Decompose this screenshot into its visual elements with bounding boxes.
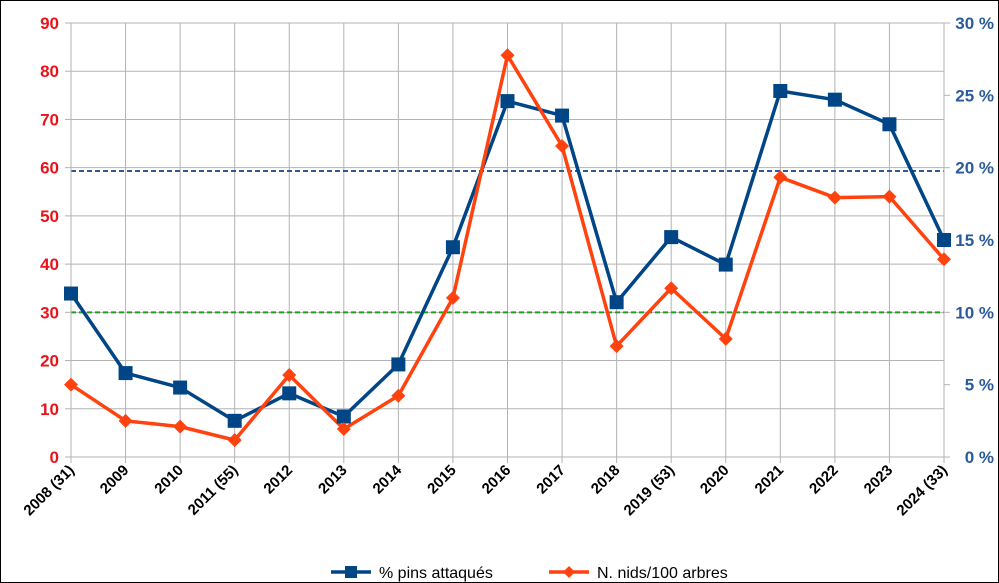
series-point-0 [937, 233, 951, 247]
series-point-0 [609, 295, 624, 310]
left-tick-label: 50 [40, 207, 59, 226]
x-tick-label: 2022 [806, 462, 842, 498]
series-point-1 [445, 290, 460, 305]
series-point-1 [664, 281, 679, 296]
series-point-0 [391, 357, 406, 372]
right-tick-label: 20 % [955, 159, 994, 178]
right-tick-label: 30 % [955, 14, 994, 33]
series-point-0 [718, 257, 733, 272]
series-point-0 [555, 108, 570, 123]
legend-swatch-marker-0 [345, 566, 357, 578]
left-tick-label: 90 [40, 14, 59, 33]
x-tick-label: 2014 [370, 461, 406, 497]
left-axis-ticks: 0 10 20 30 40 50 60 70 80 90 [40, 14, 71, 467]
left-tick-label: 0 [50, 448, 59, 467]
series-group [64, 48, 951, 448]
x-tick-label: 2012 [260, 462, 296, 498]
x-tick-label: 2018 [588, 462, 624, 498]
legend-label-1: N. nids/100 arbres [597, 565, 728, 582]
series-point-1 [118, 413, 133, 428]
right-axis-ticks: 0 % 5 % 10 % 15 % 20 % 25 % 30 % [944, 14, 994, 467]
series-point-1 [937, 252, 951, 267]
right-tick-label: 25 % [955, 86, 994, 105]
x-tick-label: 2009 [97, 462, 133, 498]
series-point-1 [64, 377, 78, 392]
right-tick-label: 10 % [955, 303, 994, 322]
series-point-1 [773, 170, 788, 185]
reference-lines [71, 170, 944, 314]
series-point-0 [445, 240, 460, 255]
x-tick-label: 2019 (53) [621, 462, 678, 519]
series-point-1 [500, 48, 515, 63]
series-point-0 [336, 409, 351, 424]
right-tick-label: 5 % [965, 376, 994, 395]
series-point-1 [555, 138, 570, 153]
x-tick-label: 2008 (31) [20, 462, 77, 519]
left-tick-label: 10 [40, 400, 59, 419]
series-point-0 [664, 230, 679, 245]
x-tick-label: 2021 [752, 462, 788, 498]
x-tick-label: 2017 [533, 462, 569, 498]
series-point-0 [227, 413, 242, 428]
series-point-1 [609, 339, 624, 354]
left-tick-label: 40 [40, 255, 59, 274]
x-tick-label: 2016 [479, 462, 515, 498]
right-tick-label: 15 % [955, 231, 994, 250]
x-tick-label: 2015 [424, 462, 460, 498]
left-tick-label: 30 [40, 303, 59, 322]
legend-label-0: % pins attaqués [379, 565, 493, 582]
left-tick-label: 80 [40, 62, 59, 81]
series-point-1 [718, 331, 733, 346]
series-point-0 [118, 366, 133, 381]
series-point-1 [227, 433, 242, 448]
series-point-0 [773, 83, 788, 98]
series-point-0 [827, 92, 842, 107]
grid-lines [70, 22, 945, 458]
x-tick-label: 2024 (33) [893, 462, 950, 519]
series-point-1 [173, 419, 188, 434]
series-point-1 [336, 422, 351, 437]
series-point-1 [282, 368, 297, 383]
series-point-0 [882, 117, 897, 132]
series-point-1 [827, 190, 842, 205]
left-tick-label: 20 [40, 352, 59, 371]
x-tick-label: 2010 [151, 462, 187, 498]
series-point-0 [282, 386, 297, 401]
left-tick-label: 70 [40, 110, 59, 129]
series-point-0 [173, 380, 188, 395]
series-point-0 [500, 94, 515, 109]
legend: % pins attaqués N. nids/100 arbres [331, 565, 728, 582]
legend-swatch-marker-1 [563, 566, 575, 578]
x-tick-label: 2023 [861, 462, 897, 498]
series-point-1 [391, 388, 406, 403]
x-tick-label: 2020 [697, 462, 733, 498]
x-tick-label: 2013 [315, 462, 351, 498]
right-tick-label: 0 % [965, 448, 994, 467]
x-tick-label: 2011 (55) [185, 462, 242, 519]
left-tick-label: 60 [40, 159, 59, 178]
series-point-0 [64, 286, 78, 301]
series-point-1 [882, 189, 897, 204]
